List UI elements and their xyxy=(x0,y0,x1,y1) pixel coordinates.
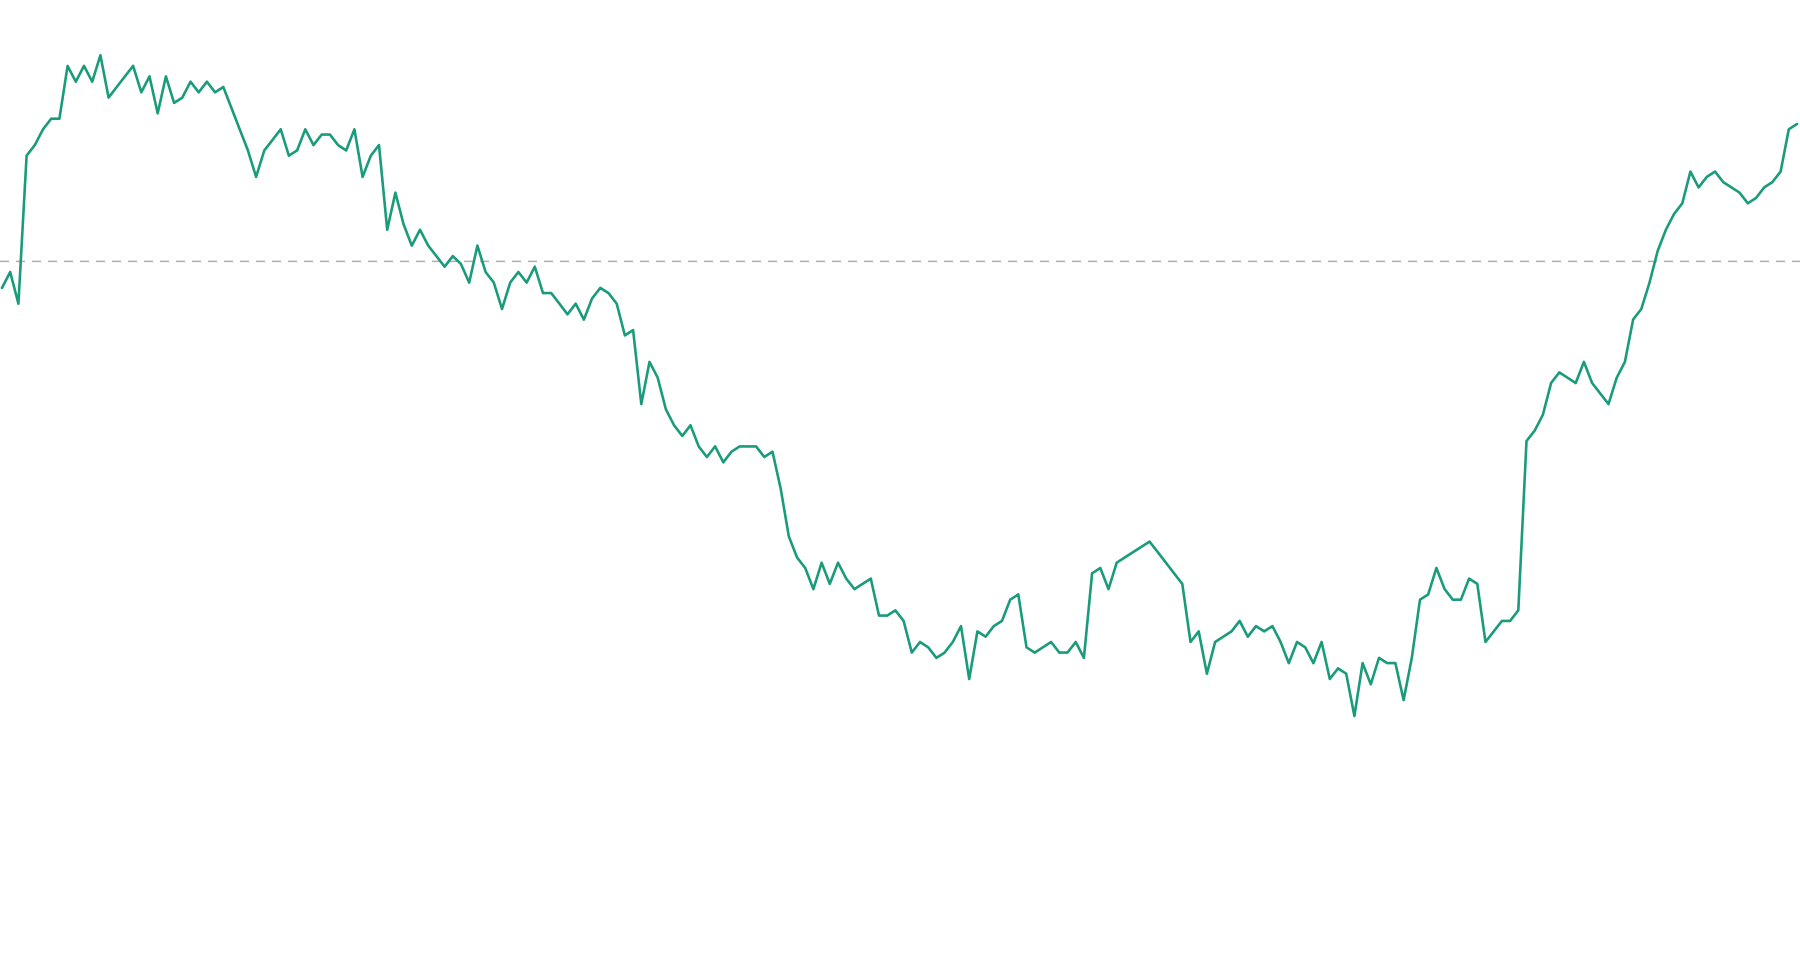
series-line xyxy=(0,54,1799,718)
